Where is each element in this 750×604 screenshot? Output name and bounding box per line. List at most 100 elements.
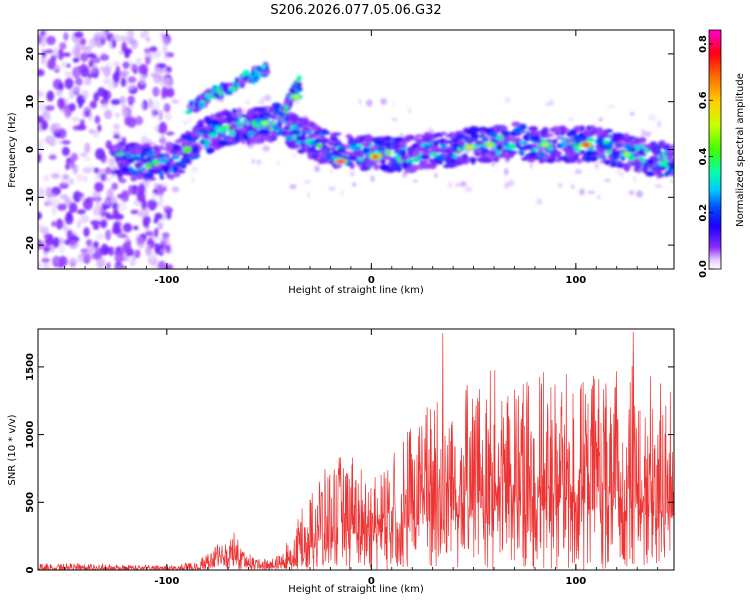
spectrogram-cell bbox=[481, 156, 490, 163]
spectrogram-cell bbox=[116, 160, 122, 166]
spectrogram-cell bbox=[513, 126, 524, 133]
spectrogram-cell bbox=[289, 114, 299, 121]
spectrogram-cell bbox=[80, 52, 89, 62]
spectrogram-cell bbox=[239, 127, 247, 131]
spectrogram-cell bbox=[198, 129, 209, 134]
spectrogram-cell bbox=[579, 150, 585, 154]
spectrogram-cell bbox=[347, 155, 357, 161]
spectrogram-cell bbox=[106, 262, 111, 269]
spectrogram-cell bbox=[480, 134, 486, 139]
spectrogram-cell bbox=[93, 207, 98, 215]
spectrogram-cell bbox=[665, 143, 670, 149]
spectrogram-cell bbox=[71, 46, 81, 57]
spectrogram-y-tick-label: 0 bbox=[25, 146, 36, 153]
spectrogram-cell bbox=[462, 159, 469, 165]
spectrogram-cell bbox=[94, 181, 104, 193]
spectrogram-cell bbox=[181, 133, 187, 140]
spectrogram-cell bbox=[45, 115, 52, 122]
spectrogram-cell bbox=[52, 255, 61, 268]
spectrogram-cell bbox=[527, 155, 537, 159]
spectrogram-cell bbox=[471, 158, 476, 165]
spectrogram-cell bbox=[57, 237, 66, 245]
snr-series-line bbox=[38, 331, 674, 570]
spectrogram-cell bbox=[131, 156, 142, 161]
spectrogram-cell bbox=[136, 237, 143, 247]
spectrogram-cell bbox=[158, 171, 164, 177]
spectrogram-cell bbox=[391, 140, 401, 148]
spectrogram-cell bbox=[381, 158, 386, 165]
spectrogram-cell bbox=[223, 84, 228, 91]
spectrogram-cell bbox=[48, 155, 57, 160]
spectrogram-cell bbox=[443, 139, 449, 145]
spectrogram-cell bbox=[38, 69, 45, 77]
spectrogram-cell bbox=[127, 95, 135, 103]
spectrogram-cell bbox=[490, 150, 497, 156]
spectrogram-cell bbox=[402, 171, 407, 178]
spectrogram-cell bbox=[87, 73, 93, 79]
spectrogram-cell bbox=[134, 249, 141, 259]
spectrogram-cell bbox=[479, 146, 485, 151]
spectrogram-cell bbox=[119, 95, 126, 105]
spectrogram-cell bbox=[544, 102, 551, 106]
spectrogram-cell bbox=[216, 135, 224, 139]
spectrogram-cell bbox=[143, 147, 152, 152]
spectrogram-cell bbox=[103, 89, 108, 101]
spectrogram-cell bbox=[138, 183, 146, 196]
spectrogram-cell bbox=[145, 246, 152, 256]
spectrogram-cell bbox=[414, 147, 425, 152]
spectrogram-cell bbox=[72, 57, 80, 63]
spectrogram-cell bbox=[595, 163, 600, 171]
spectrogram-cell bbox=[288, 130, 294, 136]
spectrogram-cell bbox=[189, 101, 194, 106]
spectrogram-cell bbox=[413, 137, 419, 142]
spectrogram-cell bbox=[68, 257, 77, 267]
spectrogram-cell bbox=[74, 31, 84, 38]
spectrogram-cell bbox=[104, 77, 112, 82]
spectrogram-cell bbox=[632, 175, 638, 183]
spectrogram-cell bbox=[124, 50, 130, 59]
spectrogram-y-tick-label: -20 bbox=[25, 236, 36, 254]
spectrogram-cell bbox=[422, 135, 432, 142]
spectrogram-cell bbox=[302, 119, 308, 126]
spectrogram-cell bbox=[65, 162, 71, 170]
spectrogram-cell bbox=[437, 154, 446, 161]
spectrogram-cell bbox=[148, 232, 156, 238]
spectrogram-cell bbox=[104, 109, 113, 120]
spectrogram-cell bbox=[559, 137, 567, 141]
spectrogram-cell bbox=[612, 147, 617, 152]
spectrogram-cell bbox=[488, 155, 494, 160]
spectrogram-cell bbox=[122, 61, 130, 70]
spectrogram-cell bbox=[182, 146, 192, 154]
spectrogram-cell bbox=[519, 140, 528, 146]
spectrogram-cell bbox=[56, 89, 63, 97]
spectrogram-cell bbox=[546, 133, 554, 138]
spectrogram-cell bbox=[162, 45, 168, 55]
spectrogram-cell bbox=[452, 143, 460, 149]
spectrogram-cell bbox=[547, 147, 554, 151]
spectrogram-cell bbox=[96, 257, 106, 269]
spectrogram-cell bbox=[460, 181, 467, 187]
spectrogram-cell bbox=[590, 125, 596, 132]
spectrogram-cell bbox=[623, 165, 631, 172]
spectrogram-cell bbox=[108, 157, 116, 167]
spectrogram-cell bbox=[637, 137, 647, 144]
spectrogram-x-tick-label: 0 bbox=[368, 275, 375, 286]
spectrogram-cell bbox=[504, 182, 510, 189]
spectrogram-cell bbox=[171, 166, 179, 173]
spectrogram-cell bbox=[633, 160, 643, 167]
spectrogram-cell bbox=[145, 56, 151, 66]
colorbar-ticks: 0.0 0.2 0.4 0.6 0.8 bbox=[698, 35, 713, 278]
spectrogram-cell bbox=[130, 40, 139, 50]
spectrogram-cell bbox=[256, 159, 262, 165]
spectrogram-cell bbox=[122, 222, 133, 233]
spectrogram-cell bbox=[392, 100, 396, 107]
spectrogram-cell bbox=[190, 147, 198, 153]
spectrogram-cell bbox=[163, 77, 172, 88]
spectrogram-cell bbox=[303, 144, 309, 149]
spectrogram-cell bbox=[157, 260, 167, 269]
spectrogram-cell bbox=[456, 147, 462, 152]
spectrogram-cell bbox=[574, 168, 583, 175]
spectrogram-cell bbox=[163, 103, 171, 113]
spectrogram-cell bbox=[541, 127, 549, 133]
spectrogram-cell bbox=[318, 154, 327, 159]
